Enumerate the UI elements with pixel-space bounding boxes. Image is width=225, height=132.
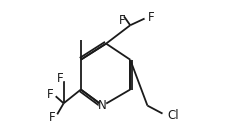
Text: F: F xyxy=(147,11,153,24)
Circle shape xyxy=(51,92,56,97)
Circle shape xyxy=(144,15,149,20)
Circle shape xyxy=(53,115,58,120)
Text: F: F xyxy=(47,88,53,101)
Circle shape xyxy=(162,112,171,120)
Circle shape xyxy=(61,76,66,81)
Text: F: F xyxy=(49,111,55,124)
Text: F: F xyxy=(118,14,125,27)
Circle shape xyxy=(99,102,106,109)
Text: F: F xyxy=(57,72,63,85)
Text: Cl: Cl xyxy=(166,109,178,122)
Circle shape xyxy=(119,11,124,16)
Text: N: N xyxy=(98,99,107,112)
